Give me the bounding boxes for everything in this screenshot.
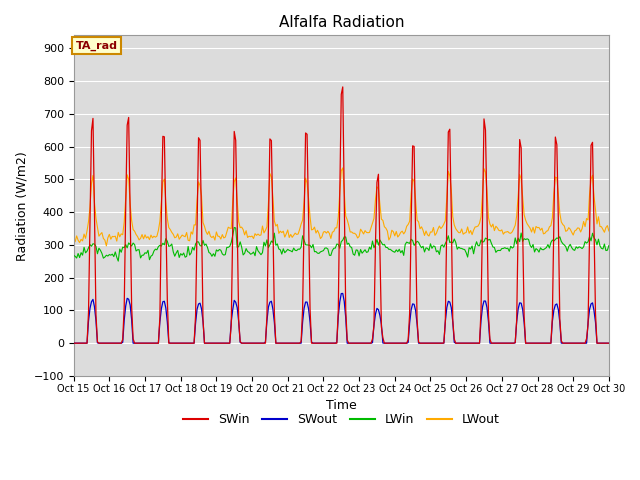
- Title: Alfalfa Radiation: Alfalfa Radiation: [278, 15, 404, 30]
- X-axis label: Time: Time: [326, 399, 356, 412]
- Y-axis label: Radiation (W/m2): Radiation (W/m2): [15, 151, 28, 261]
- Legend: SWin, SWout, LWin, LWout: SWin, SWout, LWin, LWout: [178, 408, 504, 431]
- Text: TA_rad: TA_rad: [76, 40, 117, 51]
